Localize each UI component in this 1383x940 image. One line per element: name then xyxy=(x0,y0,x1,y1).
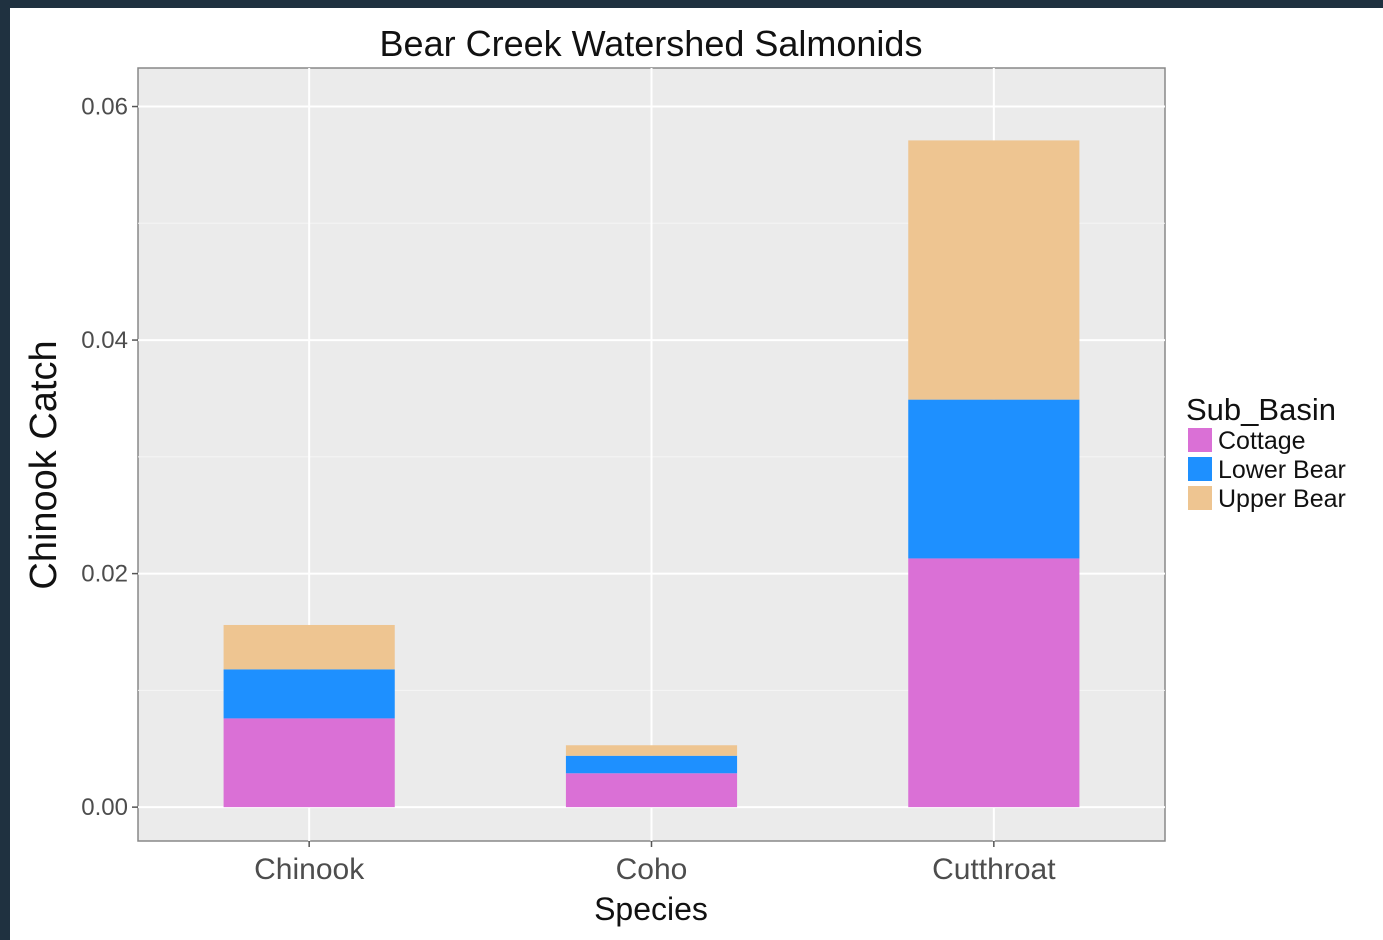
legend-label: Lower Bear xyxy=(1218,456,1346,484)
legend-swatch xyxy=(1188,428,1212,452)
y-tick-label: 0.06 xyxy=(81,94,128,121)
x-tick-label: Chinook xyxy=(254,853,365,886)
bars xyxy=(223,140,1080,808)
y-tick-label: 0.00 xyxy=(81,794,128,821)
bar-chinook-upper-bear xyxy=(223,624,395,670)
bar-cutthroat-cottage xyxy=(908,558,1080,808)
x-axis: Chinook Coho Cutthroat xyxy=(254,841,1056,886)
bar-cutthroat-lower-bear xyxy=(908,399,1080,559)
legend-label: Upper Bear xyxy=(1218,485,1346,513)
legend-title: Sub_Basin xyxy=(1186,392,1336,427)
x-axis-label: Species xyxy=(594,891,708,927)
bar-cutthroat-upper-bear xyxy=(908,140,1080,400)
bar-coho-upper-bear xyxy=(565,745,738,756)
y-axis: 0.00 0.02 0.04 0.06 xyxy=(81,94,138,821)
legend-swatch xyxy=(1188,457,1212,481)
chart-title: Bear Creek Watershed Salmonids xyxy=(380,23,923,64)
y-axis-label: Chinook Catch xyxy=(23,340,65,589)
plot-frame: Bear Creek Watershed Salmonids 0.00 0.02 0… xyxy=(10,8,1383,940)
y-tick-label: 0.04 xyxy=(81,327,128,354)
x-tick-label: Coho xyxy=(616,853,688,886)
bar-chinook-lower-bear xyxy=(223,669,395,719)
legend-swatch xyxy=(1188,486,1212,510)
y-tick-label: 0.02 xyxy=(81,561,128,588)
bar-coho-lower-bear xyxy=(565,755,738,774)
x-tick-label: Cutthroat xyxy=(932,853,1056,886)
bar-coho-cottage xyxy=(565,773,738,808)
stacked-bar-chart: Bear Creek Watershed Salmonids 0.000.020… xyxy=(23,23,1346,927)
legend-label: Cottage xyxy=(1218,427,1306,455)
bar-chinook-cottage xyxy=(223,718,395,808)
